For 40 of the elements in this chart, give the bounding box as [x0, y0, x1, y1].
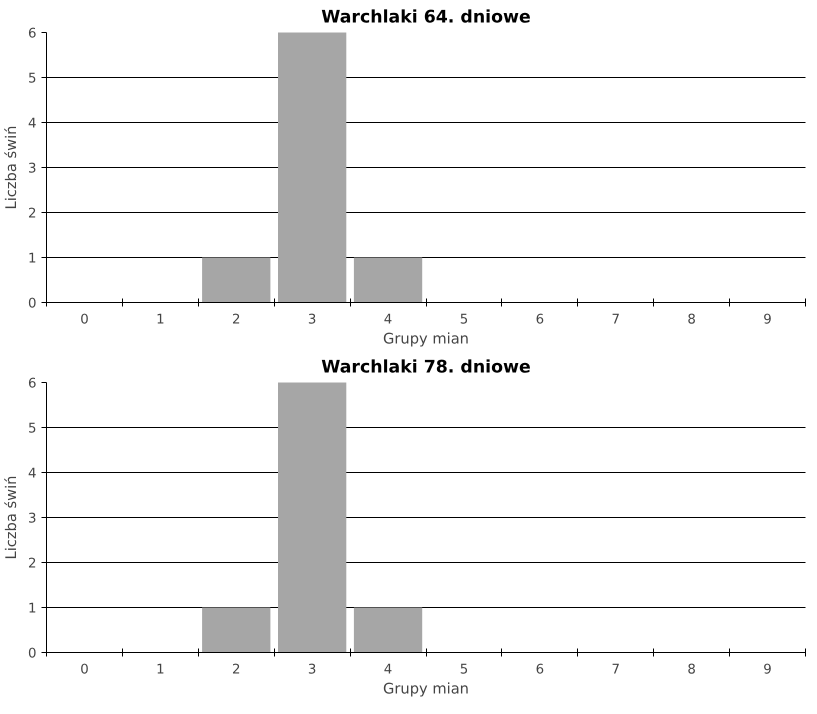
- x-tick-label: 0: [80, 312, 89, 328]
- x-tick-label: 1: [156, 662, 165, 678]
- x-tick-label: 3: [308, 662, 316, 678]
- y-axis-title: Liczba świń: [3, 126, 20, 210]
- y-tick-label: 1: [28, 252, 37, 266]
- y-tick-label: 3: [28, 162, 37, 176]
- x-tick-label: 5: [460, 662, 468, 678]
- chart-title: Warchlaki 78. dniowe: [321, 358, 531, 378]
- x-tick-label: 8: [687, 312, 696, 328]
- x-tick-label: 3: [308, 312, 316, 328]
- x-tick-label: 7: [612, 662, 620, 678]
- x-tick-label: 8: [687, 662, 696, 678]
- x-tick-label: 4: [384, 662, 392, 678]
- y-tick-label: 3: [28, 512, 37, 526]
- y-tick-label: 5: [28, 72, 37, 86]
- y-tick-label: 2: [28, 206, 37, 222]
- y-tick-label: 6: [28, 26, 37, 42]
- y-tick-label: 6: [28, 376, 37, 392]
- x-tick-label: 4: [384, 312, 392, 328]
- x-tick-label: 9: [763, 662, 772, 678]
- y-axis-title: Liczba świń: [3, 476, 20, 560]
- x-tick-label: 1: [156, 312, 165, 328]
- y-tick-label: 5: [28, 422, 37, 436]
- x-tick-label: 2: [232, 662, 240, 678]
- y-tick-label: 2: [28, 556, 37, 572]
- x-tick-label: 5: [460, 312, 468, 328]
- x-tick-label: 9: [763, 312, 772, 328]
- y-tick-label: 0: [28, 296, 37, 312]
- x-axis-title: Grupy mian: [383, 330, 469, 348]
- x-tick-label: 2: [232, 312, 240, 328]
- x-tick-label: 6: [536, 662, 544, 678]
- x-tick-label: 0: [80, 662, 89, 678]
- x-tick-label: 6: [536, 312, 544, 328]
- y-tick-label: 0: [28, 646, 37, 662]
- y-tick-label: 4: [28, 466, 37, 482]
- y-tick-label: 4: [28, 116, 37, 132]
- chart-title: Warchlaki 64. dniowe: [321, 8, 531, 28]
- x-tick-label: 7: [612, 312, 620, 328]
- x-axis-title: Grupy mian: [383, 680, 469, 698]
- y-tick-label: 1: [28, 602, 37, 616]
